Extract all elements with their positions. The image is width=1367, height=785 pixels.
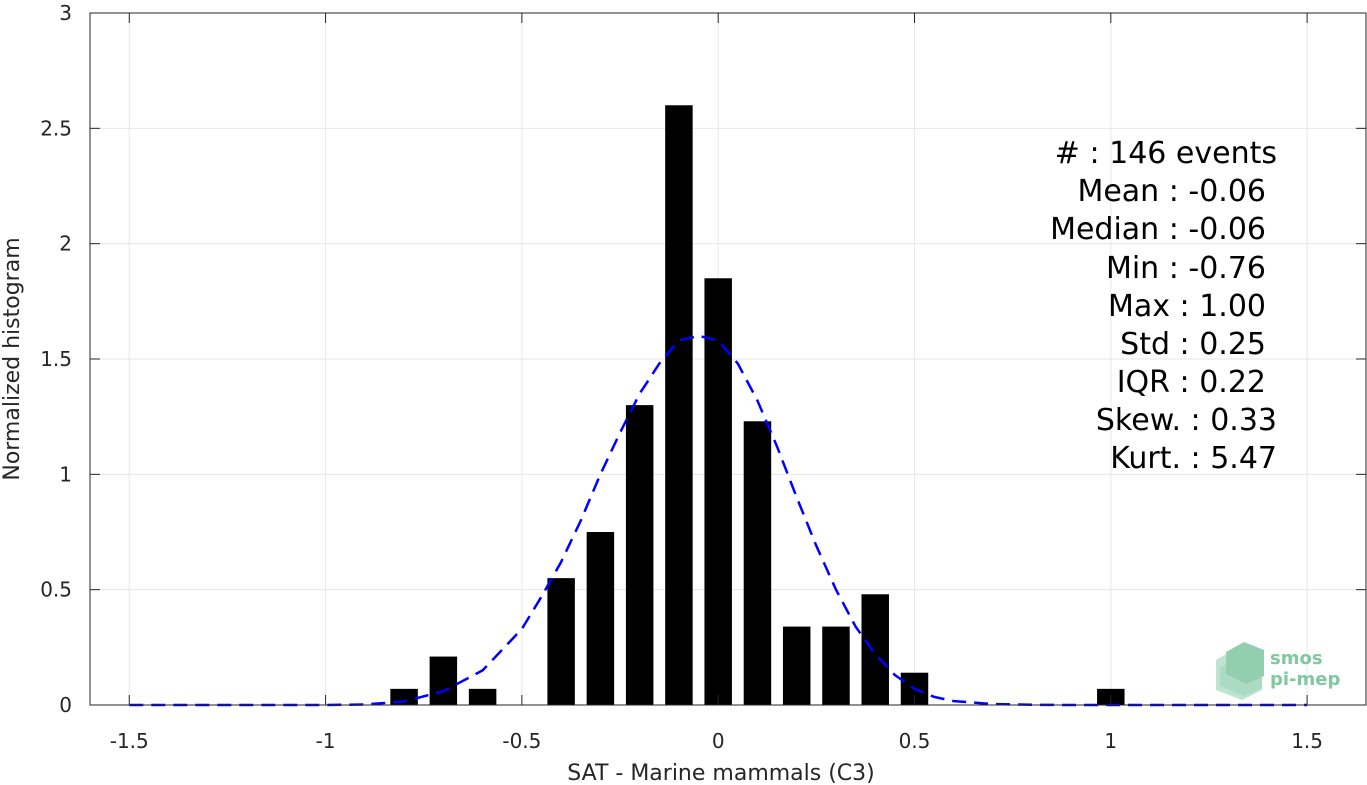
- histogram-bar: [704, 278, 732, 705]
- x-tick-label: -1.5: [110, 729, 149, 753]
- stat-std: Std : 0.25: [1120, 327, 1266, 362]
- y-tick-label: 0: [59, 693, 72, 717]
- y-tick-label: 1: [59, 462, 72, 486]
- stat-median: Median : -0.06: [1050, 212, 1266, 247]
- x-tick-labels: -1.5 -1 -0.5 0 0.5 1 1.5: [110, 729, 1323, 753]
- histogram-bar: [743, 421, 772, 705]
- y-tick-label: 2.5: [40, 116, 72, 140]
- histogram-bar: [782, 626, 811, 705]
- logo-layers-icon: [1216, 642, 1264, 700]
- stat-skew: Skew. : 0.33: [1096, 403, 1277, 438]
- fit-curve-group: [129, 334, 1308, 707]
- axes: [89, 12, 1367, 706]
- stat-kurt: Kurt. : 5.47: [1110, 441, 1277, 476]
- histogram-bar: [547, 578, 575, 705]
- histogram-bar: [861, 594, 889, 705]
- y-tick-label: 0.5: [40, 578, 72, 602]
- y-tick-label: 1.5: [40, 347, 72, 371]
- stat-max: Max : 1.00: [1108, 289, 1266, 324]
- y-axis-label: Normalized histogram: [0, 237, 25, 480]
- x-tick-label: 1: [1104, 729, 1117, 753]
- histogram-bar: [625, 405, 654, 705]
- y-tick-label: 3: [59, 1, 72, 25]
- x-tick-label: -1: [316, 729, 336, 753]
- stats-box: # : 146 events Mean : -0.06 Median : -0.…: [1050, 136, 1277, 476]
- histogram-bar: [665, 105, 693, 706]
- logo-line1: smos: [1270, 648, 1323, 669]
- histogram-bar: [468, 688, 497, 705]
- smos-pi-mep-logo: smos pi-mep: [1216, 642, 1340, 700]
- stat-iqr: IQR : 0.22: [1117, 365, 1266, 400]
- histogram-bar: [822, 626, 850, 705]
- x-tick-label: 1.5: [1291, 729, 1323, 753]
- x-tick-label: -0.5: [502, 729, 541, 753]
- y-tick-labels: 0 0.5 1 1.5 2 2.5 3: [40, 1, 72, 717]
- bars: [390, 105, 1125, 706]
- fit-curve: [129, 334, 1308, 707]
- stat-count: # : 146 events: [1055, 136, 1277, 171]
- logo-line2: pi-mep: [1270, 669, 1340, 690]
- stat-min: Min : -0.76: [1106, 251, 1266, 286]
- x-tick-label: 0: [712, 729, 725, 753]
- x-axis-label: SAT - Marine mammals (C3): [567, 761, 875, 785]
- x-tick-label: 0.5: [899, 729, 931, 753]
- y-tick-label: 2: [59, 232, 72, 256]
- stat-mean: Mean : -0.06: [1077, 174, 1266, 209]
- histogram-bar: [429, 656, 458, 705]
- histogram-bar: [586, 532, 615, 705]
